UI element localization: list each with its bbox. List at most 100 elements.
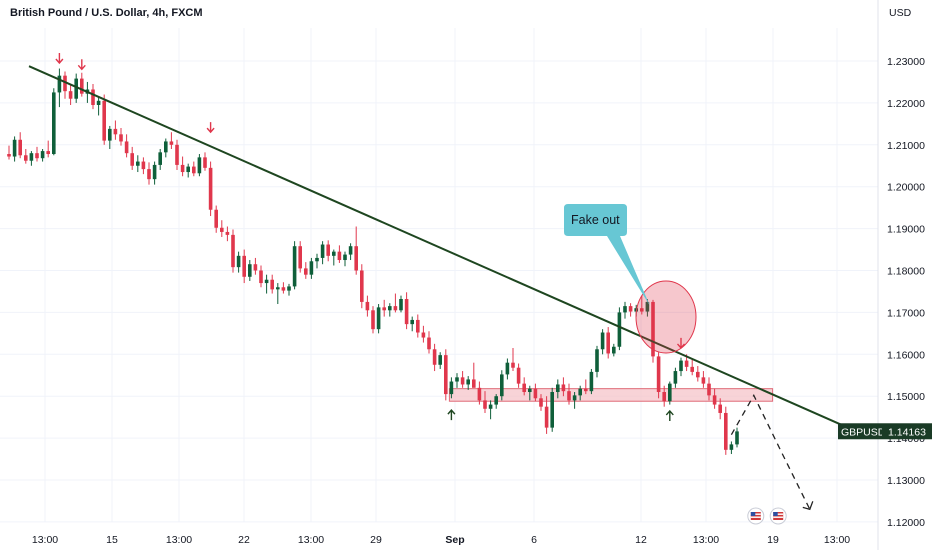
candle-body [668, 383, 672, 402]
us-flag-event-icon[interactable] [747, 507, 765, 525]
y-tick-label: 1.21000 [887, 140, 925, 152]
price-tag-bg [882, 423, 932, 440]
projection-arrowhead [802, 501, 814, 511]
candle-body [656, 356, 661, 393]
y-tick-label: 1.13000 [887, 475, 925, 487]
candle-body [645, 301, 650, 312]
candle-body [208, 167, 213, 210]
candle-body [572, 395, 577, 401]
y-tick-label: 1.20000 [887, 182, 925, 194]
candle-body [729, 444, 734, 450]
candle-body [236, 255, 241, 268]
candle-body [640, 308, 644, 312]
candle-body [332, 251, 336, 256]
x-tick-label: 15 [106, 534, 118, 546]
candle-body [444, 355, 448, 395]
x-tick-label: 13:00 [32, 534, 58, 546]
grid [0, 0, 879, 550]
candle-body [522, 383, 526, 393]
candle-body [253, 264, 258, 271]
candle-body [80, 78, 84, 94]
candle-body [298, 246, 302, 269]
candle-body [662, 392, 666, 402]
candle-body [225, 231, 230, 235]
down-arrow-marker [206, 122, 215, 134]
candle-body [57, 75, 62, 93]
down-arrow-marker [55, 53, 64, 65]
candle-body [589, 371, 594, 392]
candle-body [701, 377, 706, 384]
candle-body [673, 371, 678, 384]
candle-body [410, 319, 414, 325]
candle-body [455, 377, 459, 382]
candle-body [264, 279, 269, 284]
candle-body [416, 319, 420, 333]
x-tick-label: 13:00 [298, 534, 324, 546]
drawing-overlay [28, 53, 863, 525]
candle-body [180, 164, 185, 173]
candle-body [578, 388, 582, 396]
symbol-tag-label: GBPUSD [841, 426, 886, 438]
up-arrow-marker [665, 409, 674, 421]
candle-body [432, 349, 437, 365]
candle-body [628, 306, 633, 312]
candle-body [136, 161, 140, 166]
y-tick-label: 1.19000 [887, 224, 925, 236]
fake-out-callout: Fake out [564, 204, 650, 306]
candle-body [528, 388, 532, 393]
candle-body [550, 392, 554, 428]
candle-body [421, 332, 426, 338]
fake-out-highlight[interactable] [635, 280, 697, 354]
candle-body [371, 310, 375, 330]
candle-body [320, 244, 325, 258]
us-flag-event-icon[interactable] [769, 507, 787, 525]
y-tick-label: 1.23000 [887, 56, 925, 68]
candle-body [477, 387, 482, 401]
candle-body [511, 362, 515, 368]
candle-body [343, 254, 347, 261]
candle-body [197, 157, 202, 174]
candle-body [74, 78, 78, 99]
candle-body [472, 379, 476, 388]
candle-body [35, 153, 39, 159]
x-tick-label: 29 [370, 534, 382, 546]
candle-body [494, 396, 498, 405]
candle-body [287, 286, 291, 291]
currency-label: USD [889, 7, 912, 19]
candle-body [679, 360, 683, 372]
candle-body [186, 166, 190, 173]
candle-body [533, 388, 538, 399]
candle-body [438, 355, 442, 365]
x-tick-label: 13:00 [824, 534, 850, 546]
candle-body [309, 261, 314, 275]
x-axis: 13:00 15 13:00 22 13:00 29 Sep 6 12 13:00 19 13:00 [32, 534, 850, 546]
candle-body [365, 301, 370, 311]
candle-body [102, 100, 106, 141]
last-price-tag[interactable]: GBPUSD 1.14163 [838, 423, 932, 440]
callout-text: Fake out [571, 213, 620, 227]
candle-body [52, 92, 56, 155]
trendline[interactable] [28, 65, 863, 435]
price-tag-value: 1.14163 [888, 426, 926, 438]
x-tick-label: 22 [238, 534, 250, 546]
x-tick-label: Sep [445, 534, 464, 546]
candle-body [175, 144, 179, 165]
symbol-tag-bg [838, 423, 882, 440]
y-axis: 1.23000 1.22000 1.21000 1.20000 1.19000 1.180… [887, 56, 925, 529]
candle-body [24, 155, 28, 161]
candle-body [488, 404, 493, 409]
candle-body [169, 141, 174, 145]
projection-path[interactable] [730, 394, 811, 510]
candle-body [376, 307, 381, 330]
y-tick-label: 1.16000 [887, 349, 925, 361]
candle-body [46, 151, 50, 155]
candle-body [348, 246, 353, 255]
candle-body [7, 154, 11, 157]
candle-body [382, 307, 386, 311]
candle-body [158, 152, 162, 165]
candle-body [113, 128, 118, 135]
candle-body [735, 431, 739, 445]
candle-body [617, 312, 622, 347]
candle-body [724, 412, 728, 450]
candle-body [399, 298, 403, 311]
